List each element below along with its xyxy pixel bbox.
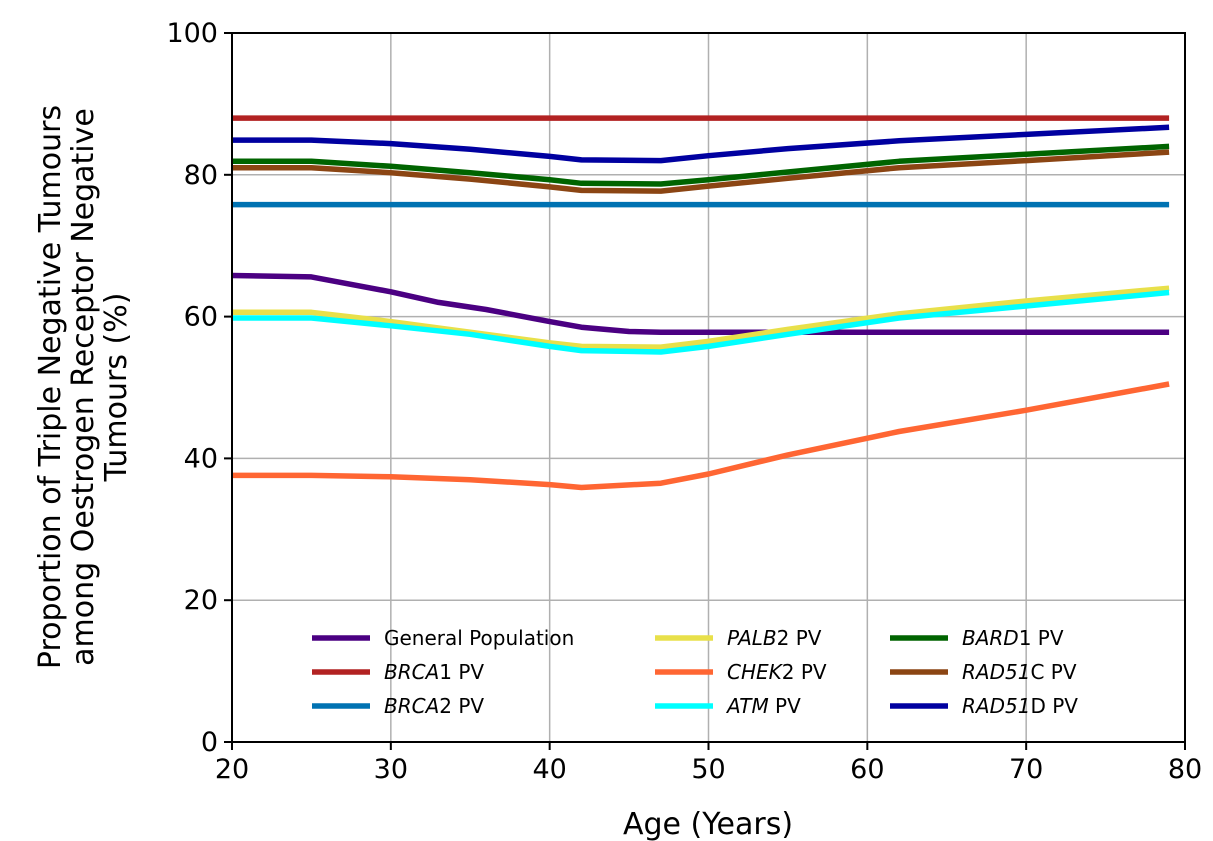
y-tick-label: 60 bbox=[184, 302, 218, 333]
x-tick-label: 80 bbox=[1168, 754, 1202, 785]
y-axis-title-line-3: Tumours (%) bbox=[99, 293, 134, 483]
legend-entry: BRCA1 PV bbox=[384, 660, 484, 684]
series-lines bbox=[231, 115, 1170, 491]
series-line-6 bbox=[232, 143, 1170, 187]
x-tick-label: 20 bbox=[215, 754, 249, 785]
series-line-8 bbox=[232, 124, 1170, 164]
legend-entry: BARD1 PV bbox=[962, 626, 1064, 650]
x-tick-label: 70 bbox=[1009, 754, 1043, 785]
legend-entry: CHEK2 PV bbox=[727, 660, 827, 684]
series-line-7 bbox=[232, 149, 1170, 194]
x-tick-label: 30 bbox=[374, 754, 408, 785]
x-tick-label: 50 bbox=[691, 754, 725, 785]
y-tick-label: 40 bbox=[184, 443, 218, 474]
y-tick-label: 0 bbox=[201, 727, 218, 758]
x-axis-title: Age (Years) bbox=[623, 807, 793, 841]
x-tick-label: 60 bbox=[850, 754, 884, 785]
y-axis-title-line-2: among Oestrogen Receptor Negative bbox=[66, 108, 101, 666]
series-line-4 bbox=[232, 381, 1170, 491]
legend-entry: RAD51C PV bbox=[962, 660, 1077, 684]
y-tick-label: 20 bbox=[184, 585, 218, 616]
series-line-0 bbox=[231, 272, 1170, 335]
series-line-3 bbox=[232, 285, 1170, 350]
x-tick-label: 40 bbox=[532, 754, 566, 785]
series-line-5 bbox=[232, 289, 1170, 355]
legend-entry: BRCA2 PV bbox=[384, 694, 484, 718]
legend-entry: ATM PV bbox=[725, 694, 801, 718]
y-axis-title-line-1: Proportion of Triple Negative Tumours bbox=[33, 105, 68, 669]
y-tick-label: 100 bbox=[166, 18, 218, 49]
legend: General Population BRCA1 PV BRCA2 PV PALB2 … bbox=[312, 626, 1078, 718]
legend-entry: General Population bbox=[384, 626, 574, 650]
y-axis-title: Proportion of Triple Negative Tumours am… bbox=[33, 105, 134, 669]
legend-entry: RAD51D PV bbox=[962, 694, 1078, 718]
legend-entry: PALB2 PV bbox=[727, 626, 822, 650]
y-tick-label: 80 bbox=[184, 160, 218, 191]
